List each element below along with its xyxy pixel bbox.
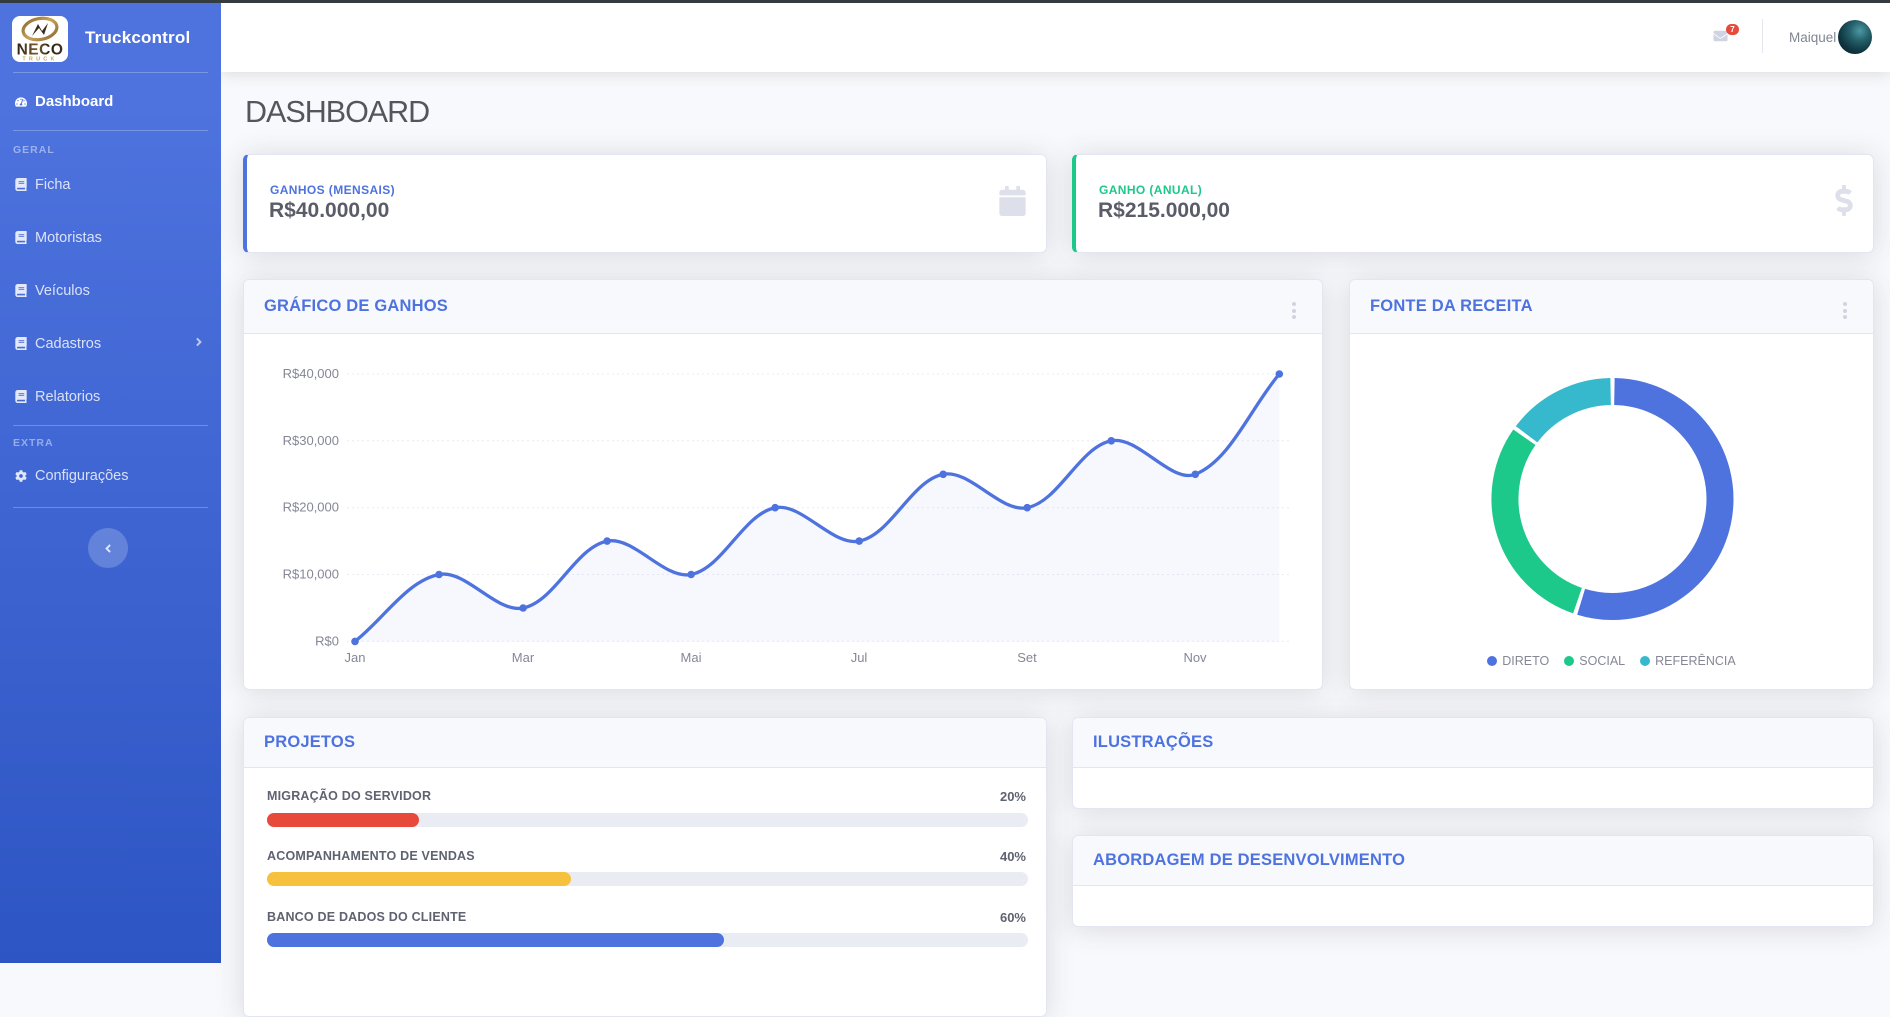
svg-text:TRUCK: TRUCK: [22, 56, 57, 62]
svg-text:NECO: NECO: [17, 41, 64, 58]
svg-text:R$20,000: R$20,000: [283, 500, 339, 515]
svg-text:R$0: R$0: [315, 633, 339, 648]
svg-text:Mar: Mar: [512, 650, 535, 665]
svg-text:R$40,000: R$40,000: [283, 366, 339, 381]
svg-text:R$10,000: R$10,000: [283, 567, 339, 582]
svg-text:Jul: Jul: [851, 650, 868, 665]
svg-text:R$30,000: R$30,000: [283, 433, 339, 448]
svg-text:Nov: Nov: [1183, 650, 1207, 665]
svg-text:Mai: Mai: [681, 650, 702, 665]
svg-text:Jan: Jan: [345, 650, 366, 665]
svg-text:Set: Set: [1017, 650, 1037, 665]
